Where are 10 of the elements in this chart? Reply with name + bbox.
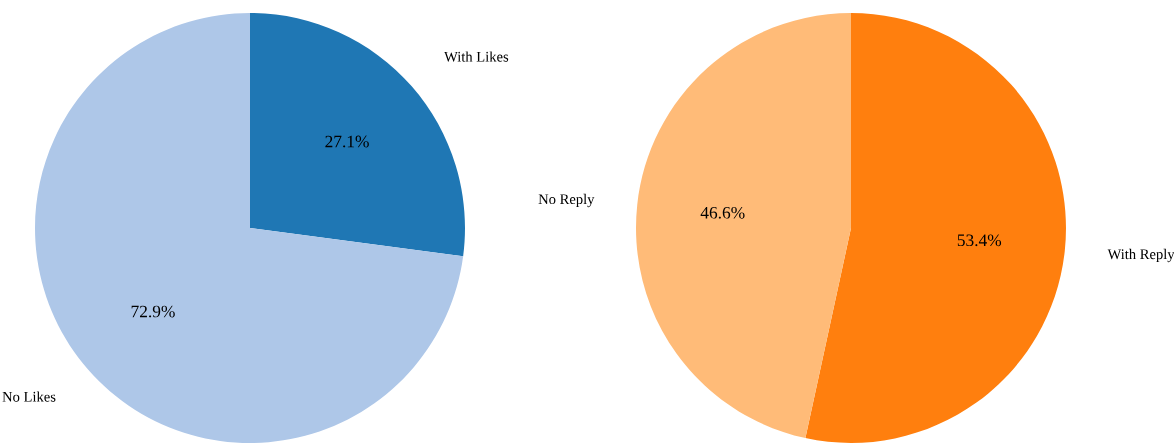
slice-label: No Reply (538, 193, 595, 208)
data-label: 46.6% (700, 206, 745, 219)
slice-label: With Likes (444, 51, 509, 62)
data-label: 72.9% (131, 305, 175, 318)
data-label: 27.1% (325, 135, 369, 148)
pie-slice (636, 13, 851, 439)
pie-slice (805, 13, 1066, 443)
slice-label: With Reply (1107, 248, 1174, 263)
data-label: 53.4% (957, 234, 1002, 247)
slice-label: No Likes (2, 391, 56, 402)
